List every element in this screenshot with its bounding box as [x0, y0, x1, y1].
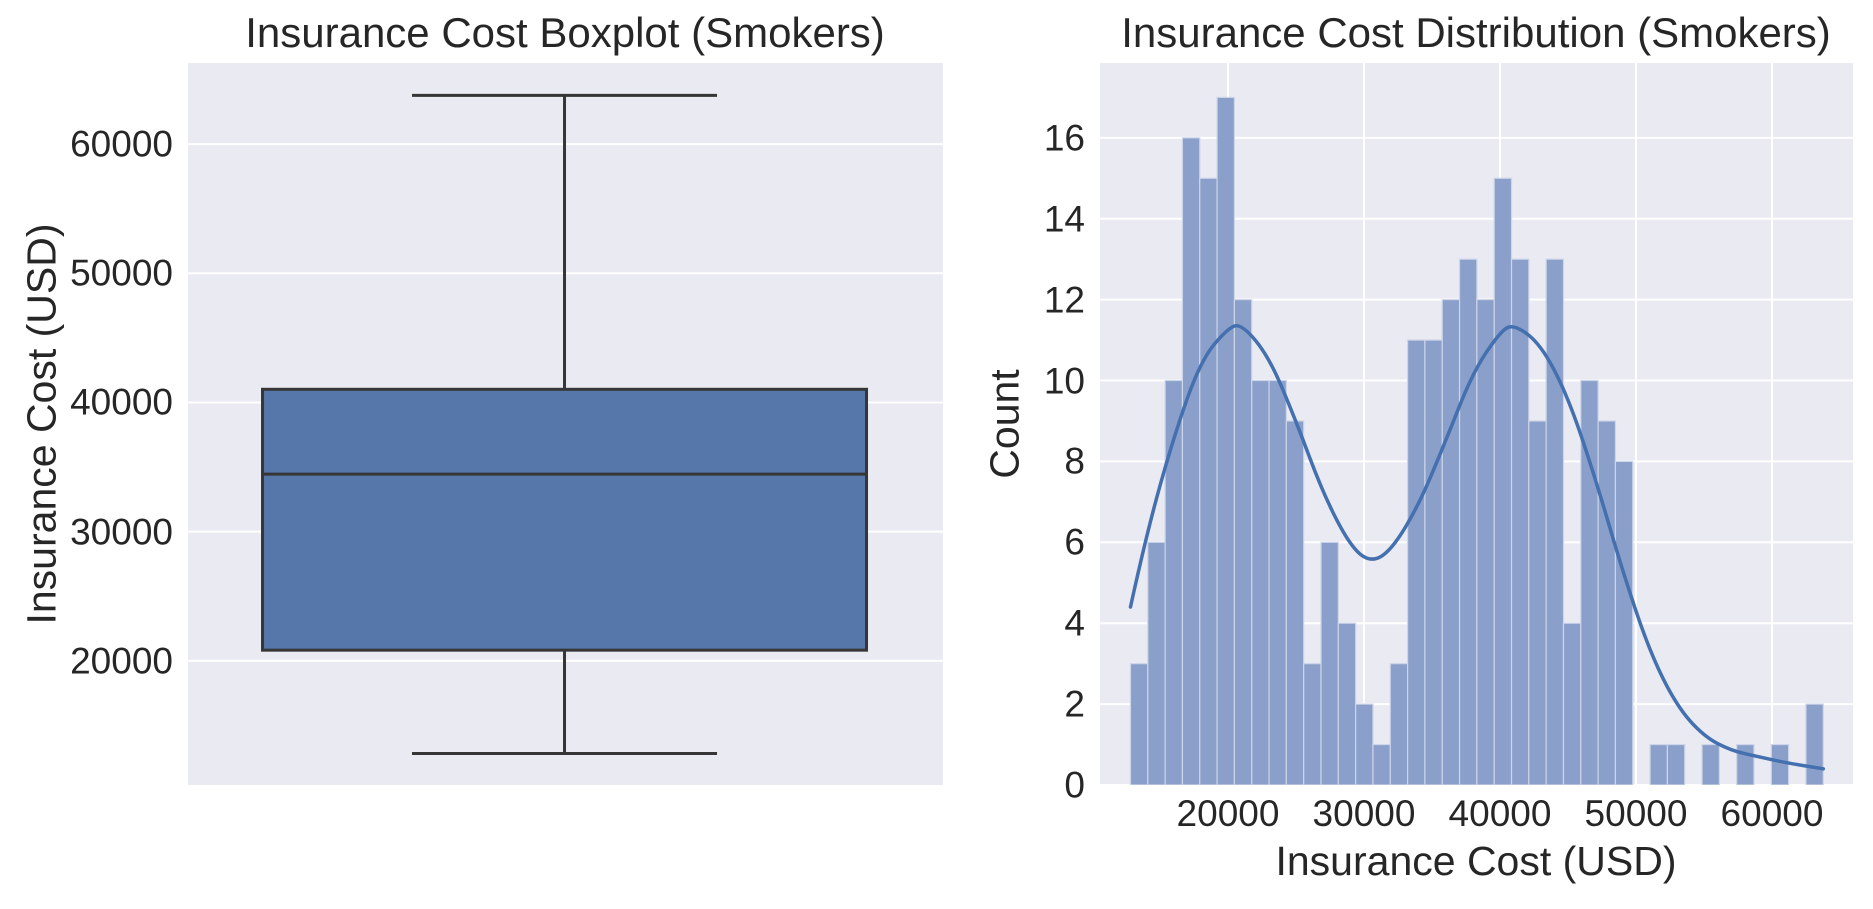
histogram-bar: [1562, 622, 1582, 785]
histogram-ytick: 4: [1064, 602, 1085, 644]
histogram-ytick: 14: [1043, 198, 1085, 240]
histogram-xtick: 60000: [1720, 793, 1824, 834]
histogram-ytick: 6: [1064, 521, 1085, 563]
histogram-bar: [1320, 541, 1339, 785]
histogram-bar: [1649, 743, 1668, 785]
boxplot-ytick: 20000: [70, 640, 173, 682]
boxplot-title: Insurance Cost Boxplot (Smokers): [245, 9, 885, 56]
histogram-ytick: 10: [1043, 360, 1085, 402]
histogram-ytick: 0: [1064, 764, 1085, 806]
histogram-plot-area: [1100, 63, 1853, 785]
histogram-bar: [1268, 379, 1287, 785]
histogram-bar: [1251, 379, 1270, 785]
histogram-bar: [1233, 299, 1253, 785]
box-iqr: [261, 387, 869, 652]
histogram-bar: [1181, 137, 1201, 785]
histogram-ytick: 16: [1043, 117, 1085, 159]
histogram-xtick: 30000: [1312, 793, 1416, 834]
histogram-ytick: 8: [1064, 440, 1085, 482]
histogram-ytick: 12: [1043, 279, 1085, 321]
histogram-bar: [1389, 663, 1409, 785]
histogram-xlabel: Insurance Cost (USD): [1275, 838, 1677, 884]
histogram-xtick: 40000: [1448, 793, 1552, 834]
histogram-bar: [1493, 177, 1513, 785]
histogram-bar: [1199, 177, 1218, 785]
histogram-bar: [1337, 622, 1357, 785]
histogram-bar: [1476, 299, 1495, 785]
histogram-ytick: 2: [1064, 683, 1085, 725]
histogram-bar: [1597, 420, 1617, 785]
histogram-bar: [1510, 258, 1530, 785]
histogram-bar: [1285, 420, 1305, 785]
histogram-bar: [1129, 663, 1149, 785]
histogram-bar: [1441, 299, 1461, 785]
histogram-ylabel: Count: [981, 369, 1028, 479]
boxplot-ytick: 40000: [70, 381, 173, 423]
histogram-bar: [1147, 541, 1166, 785]
histogram-bar: [1406, 339, 1426, 785]
histogram-bar: [1666, 743, 1686, 785]
kde-curve: [1128, 323, 1826, 771]
boxplot-ytick: 60000: [70, 123, 173, 165]
boxplot-plot-area: [188, 63, 943, 785]
boxplot-ylabel: Insurance Cost (USD): [18, 223, 65, 625]
histogram-bar: [1216, 96, 1236, 785]
histogram-bar: [1805, 703, 1824, 785]
histogram-bar: [1424, 339, 1443, 785]
boxplot-ytick: 50000: [70, 252, 173, 294]
histogram-xtick: 20000: [1176, 793, 1280, 834]
histogram-title: Insurance Cost Distribution (Smokers): [1121, 9, 1831, 56]
histogram-bar: [1303, 663, 1322, 785]
histogram-xtick: 50000: [1584, 793, 1688, 834]
histogram-bar: [1355, 703, 1374, 785]
histogram-bar: [1701, 743, 1720, 785]
boxplot-ytick: 30000: [70, 511, 173, 553]
histogram-bar: [1770, 743, 1790, 785]
histogram-bar: [1372, 743, 1391, 785]
histogram-bar: [1458, 258, 1478, 785]
histogram-bar: [1528, 420, 1547, 785]
histogram-bar: [1614, 460, 1634, 785]
histogram-bar: [1545, 258, 1565, 785]
